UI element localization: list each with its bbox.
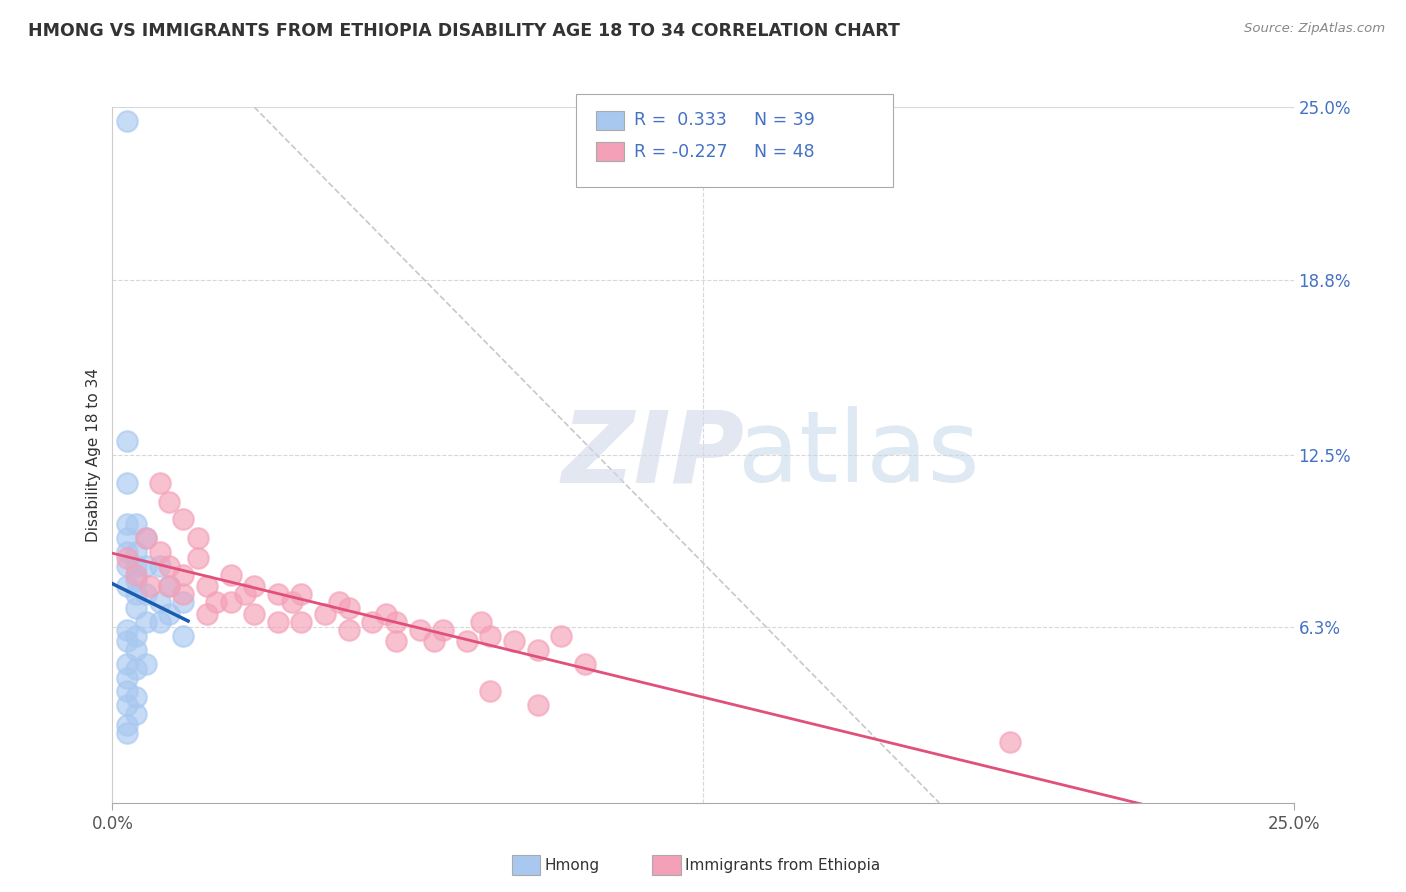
Y-axis label: Disability Age 18 to 34: Disability Age 18 to 34 — [86, 368, 101, 542]
Point — [115, 698, 138, 713]
Point — [337, 601, 360, 615]
Point — [115, 634, 138, 648]
Point — [135, 587, 157, 601]
Point — [115, 684, 138, 698]
Point — [135, 657, 157, 671]
Point — [422, 634, 444, 648]
Point — [157, 579, 180, 593]
Point — [361, 615, 384, 629]
Point — [115, 624, 138, 638]
Point — [526, 642, 548, 657]
Point — [385, 615, 408, 629]
Point — [157, 607, 180, 621]
Point — [135, 559, 157, 574]
Point — [281, 595, 304, 609]
Text: HMONG VS IMMIGRANTS FROM ETHIOPIA DISABILITY AGE 18 TO 34 CORRELATION CHART: HMONG VS IMMIGRANTS FROM ETHIOPIA DISABI… — [28, 22, 900, 40]
Point — [503, 634, 526, 648]
Point — [149, 475, 172, 490]
Text: atlas: atlas — [738, 407, 980, 503]
Point — [219, 595, 242, 609]
Point — [337, 624, 360, 638]
Point — [149, 595, 172, 609]
Point — [125, 642, 148, 657]
Point — [470, 615, 492, 629]
Point — [125, 545, 148, 559]
Point — [135, 615, 157, 629]
Point — [125, 587, 148, 601]
Point — [186, 532, 208, 546]
Text: ZIP: ZIP — [561, 407, 744, 503]
Point — [115, 434, 138, 448]
Point — [125, 690, 148, 704]
Point — [139, 579, 162, 593]
Point — [115, 726, 138, 740]
Point — [314, 607, 336, 621]
Point — [195, 607, 218, 621]
Point — [456, 634, 478, 648]
Point — [115, 718, 138, 732]
Point — [157, 579, 180, 593]
Text: N = 39: N = 39 — [754, 112, 814, 129]
Point — [526, 698, 548, 713]
Point — [125, 629, 148, 643]
Point — [328, 595, 350, 609]
Point — [115, 559, 138, 574]
Point — [125, 601, 148, 615]
Point — [479, 684, 502, 698]
Point — [172, 629, 194, 643]
Point — [125, 517, 148, 532]
Point — [172, 512, 194, 526]
Point — [172, 595, 194, 609]
Point — [290, 615, 312, 629]
Point — [125, 706, 148, 721]
Point — [115, 657, 138, 671]
Point — [125, 662, 148, 676]
Point — [408, 624, 430, 638]
Point — [243, 579, 266, 593]
Point — [149, 545, 172, 559]
Point — [243, 607, 266, 621]
Point — [172, 567, 194, 582]
Point — [267, 587, 290, 601]
Text: Immigrants from Ethiopia: Immigrants from Ethiopia — [685, 858, 880, 872]
Point — [375, 607, 398, 621]
Point — [205, 595, 228, 609]
Point — [115, 517, 138, 532]
Point — [479, 629, 502, 643]
Point — [157, 559, 180, 574]
Point — [219, 567, 242, 582]
Point — [115, 475, 138, 490]
Text: Source: ZipAtlas.com: Source: ZipAtlas.com — [1244, 22, 1385, 36]
Point — [233, 587, 256, 601]
Point — [290, 587, 312, 601]
Point — [115, 532, 138, 546]
Point — [125, 573, 148, 587]
Point — [115, 545, 138, 559]
Point — [115, 671, 138, 685]
Point — [574, 657, 596, 671]
Point — [115, 114, 138, 128]
Point — [149, 559, 172, 574]
Point — [550, 629, 572, 643]
Point — [172, 587, 194, 601]
Point — [186, 550, 208, 565]
Point — [115, 550, 138, 565]
Point — [115, 579, 138, 593]
Text: R = -0.227: R = -0.227 — [634, 143, 728, 161]
Point — [195, 579, 218, 593]
Point — [125, 567, 148, 582]
Point — [157, 495, 180, 509]
Text: Hmong: Hmong — [544, 858, 599, 872]
Point — [432, 624, 454, 638]
Point — [385, 634, 408, 648]
Text: N = 48: N = 48 — [754, 143, 814, 161]
Point — [267, 615, 290, 629]
Point — [149, 615, 172, 629]
Point — [135, 532, 157, 546]
Point — [135, 532, 157, 546]
Text: R =  0.333: R = 0.333 — [634, 112, 727, 129]
Point — [125, 559, 148, 574]
Point — [998, 734, 1021, 748]
